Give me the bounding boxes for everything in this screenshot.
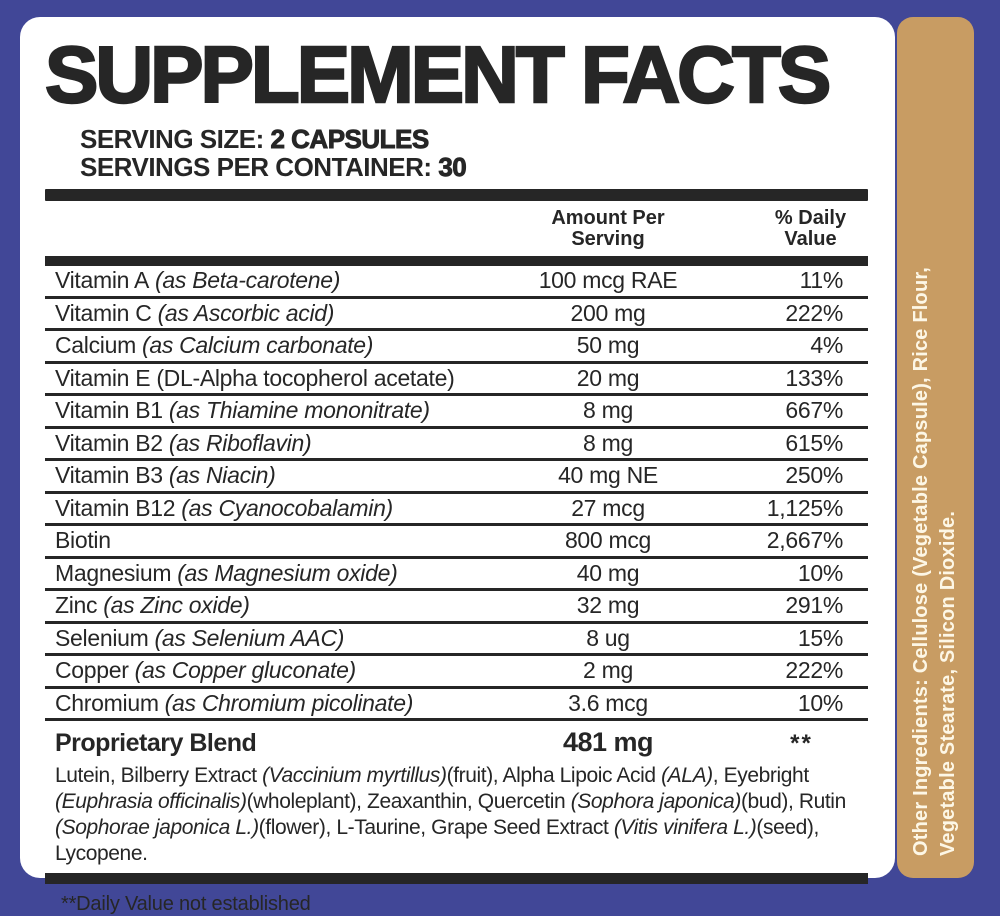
ingredient-daily-value: 667%	[785, 397, 843, 424]
ingredient-qualifier: (as Riboflavin)	[168, 429, 312, 456]
ingredient-daily-value: 250%	[785, 462, 843, 489]
ingredient-daily-value: 133%	[785, 364, 843, 391]
ingredient-qualifier: (as Selenium AAC)	[154, 624, 345, 651]
divider-top	[45, 189, 868, 201]
table-row-vitamin-e: Vitamin E (DL-Alpha tocopherol acetate) 2…	[45, 364, 868, 396]
ingredient-qualifier: (as Zinc oxide)	[103, 592, 250, 619]
table-row-copper: Copper (as Copper gluconate) 2 mg 222%	[45, 656, 868, 689]
ingredient-qualifier: (as Cyanocobalamin)	[181, 494, 393, 521]
table-row-calcium: Calcium (as Calcium carbonate) 50 mg 4%	[45, 331, 868, 364]
ingredients-table: Vitamin A (as Beta-carotene) 100 mcg RAE …	[45, 266, 868, 721]
ingredient-amount: 3.6 mcg	[568, 689, 648, 716]
table-row-chromium: Chromium (as Chromium picolinate) 3.6 mcg…	[45, 689, 868, 721]
blend-name: Proprietary Blend	[55, 729, 257, 757]
blend-amount: 481 mg	[562, 727, 654, 757]
ingredient-qualifier: (as Calcium carbonate)	[141, 332, 374, 359]
ingredient-name: Vitamin E (DL-Alpha tocopherol acetate)	[55, 364, 455, 391]
ingredient-daily-value: 222%	[785, 299, 843, 326]
table-row-vitamin-a: Vitamin A (as Beta-carotene) 100 mcg RAE …	[45, 266, 868, 299]
ingredient-qualifier: (as Niacin)	[168, 462, 276, 489]
table-row-vitamin-b1: Vitamin B1 (as Thiamine mononitrate) 8 mg…	[45, 396, 868, 429]
other-ingredients-strip: Other Ingredients: Cellulose (Vegetable …	[897, 17, 974, 878]
table-header-row: Amount Per Serving % Daily Value	[45, 201, 868, 256]
table-row-zinc: Zinc (as Zinc oxide) 32 mg 291%	[45, 591, 868, 624]
ingredient-qualifier: (as Magnesium oxide)	[177, 559, 398, 586]
ingredient-name: Biotin	[55, 527, 111, 554]
ingredient-amount: 8 mg	[583, 397, 633, 424]
table-row-selenium: Selenium (as Selenium AAC) 8 ug 15%	[45, 624, 868, 656]
ingredient-amount: 50 mg	[576, 332, 640, 359]
column-header-daily-value: % Daily Value	[774, 206, 847, 250]
ingredient-name: Chromium (as Chromium picolinate)	[55, 689, 414, 716]
proprietary-blend-section: Proprietary Blend 481 mg ** Lutein, Bilb…	[45, 721, 868, 867]
ingredient-name: Vitamin A (as Beta-carotene)	[55, 267, 341, 294]
divider-header	[45, 256, 868, 266]
table-row-vitamin-c: Vitamin C (as Ascorbic acid) 200 mg 222%	[45, 299, 868, 331]
ingredient-name: Vitamin B2 (as Riboflavin)	[55, 429, 312, 456]
ingredient-daily-value: 615%	[785, 429, 843, 456]
ingredient-amount: 200 mg	[570, 299, 646, 326]
ingredient-qualifier: (as Chromium picolinate)	[164, 689, 414, 716]
table-row-vitamin-b2: Vitamin B2 (as Riboflavin) 8 mg 615%	[45, 429, 868, 461]
ingredient-name: Copper (as Copper gluconate)	[55, 657, 357, 684]
ingredient-amount: 800 mcg	[564, 527, 652, 554]
daily-value-footnote: **Daily Value not established	[61, 893, 311, 915]
ingredient-name: Magnesium (as Magnesium oxide)	[55, 559, 398, 586]
ingredient-name: Vitamin C (as Ascorbic acid)	[55, 299, 335, 326]
blend-ingredients-list: Lutein, Bilberry Extract (Vaccinium myrt…	[55, 764, 846, 865]
divider-bottom	[45, 873, 868, 884]
column-header-amount: Amount Per Serving	[551, 206, 665, 250]
ingredient-amount: 2 mg	[583, 657, 633, 684]
table-row-biotin: Biotin 800 mcg 2,667%	[45, 526, 868, 559]
other-ingredients-line-2: Vegetable Stearate, Silicon Dioxide.	[937, 510, 959, 856]
table-row-vitamin-b12: Vitamin B12 (as Cyanocobalamin) 27 mcg 1,…	[45, 494, 868, 526]
ingredient-daily-value: 291%	[785, 592, 843, 619]
ingredient-qualifier: (as Copper gluconate)	[134, 657, 357, 684]
ingredient-amount: 27 mcg	[571, 494, 645, 521]
ingredient-qualifier: (as Beta-carotene)	[155, 267, 341, 294]
table-row-vitamin-b3: Vitamin B3 (as Niacin) 40 mg NE 250%	[45, 461, 868, 494]
serving-size-line: SERVING SIZE: 2 CAPSULES	[80, 124, 430, 154]
ingredient-name: Calcium (as Calcium carbonate)	[55, 332, 374, 359]
other-ingredients-line-1: Other Ingredients: Cellulose (Vegetable …	[910, 266, 932, 856]
ingredient-name: Vitamin B12 (as Cyanocobalamin)	[55, 494, 393, 521]
other-ingredients-text: Other Ingredients: Cellulose (Vegetable …	[897, 17, 974, 878]
ingredient-daily-value: 2,667%	[766, 527, 844, 554]
serving-info: SERVING SIZE: 2 CAPSULES SERVINGS PER CO…	[80, 124, 868, 182]
ingredient-name: Selenium (as Selenium AAC)	[55, 624, 345, 651]
proprietary-blend-row: Proprietary Blend 481 mg **	[45, 727, 868, 761]
ingredient-name: Zinc (as Zinc oxide)	[55, 592, 250, 619]
table-row-magnesium: Magnesium (as Magnesium oxide) 40 mg 10%	[45, 559, 868, 591]
ingredient-amount: 40 mg	[576, 559, 640, 586]
ingredient-amount: 32 mg	[576, 592, 640, 619]
ingredient-daily-value: 15%	[797, 624, 843, 651]
ingredient-amount: 8 ug	[586, 624, 630, 651]
ingredient-daily-value: 10%	[797, 559, 843, 586]
ingredient-daily-value: 222%	[785, 657, 843, 684]
ingredient-name: Vitamin B1 (as Thiamine mononitrate)	[55, 397, 430, 424]
blend-daily-value: **	[790, 730, 813, 757]
page-title: SUPPLEMENT FACTS	[44, 30, 833, 119]
ingredient-daily-value: 1,125%	[766, 494, 844, 521]
supplement-facts-panel: SUPPLEMENT FACTS SERVING SIZE: 2 CAPSULE…	[20, 17, 895, 915]
ingredient-qualifier: (as Thiamine mononitrate)	[168, 397, 430, 424]
ingredient-daily-value: 10%	[797, 689, 843, 716]
ingredient-name: Vitamin B3 (as Niacin)	[55, 462, 276, 489]
ingredient-amount: 40 mg NE	[558, 462, 658, 489]
ingredient-daily-value: 4%	[810, 332, 843, 359]
ingredient-qualifier: (as Ascorbic acid)	[157, 299, 335, 326]
ingredient-amount: 100 mcg RAE	[538, 267, 678, 294]
ingredient-amount: 20 mg	[576, 364, 640, 391]
ingredient-daily-value: 11%	[799, 267, 844, 294]
ingredient-amount: 8 mg	[583, 429, 633, 456]
servings-per-container-line: SERVINGS PER CONTAINER: 30	[80, 152, 467, 182]
